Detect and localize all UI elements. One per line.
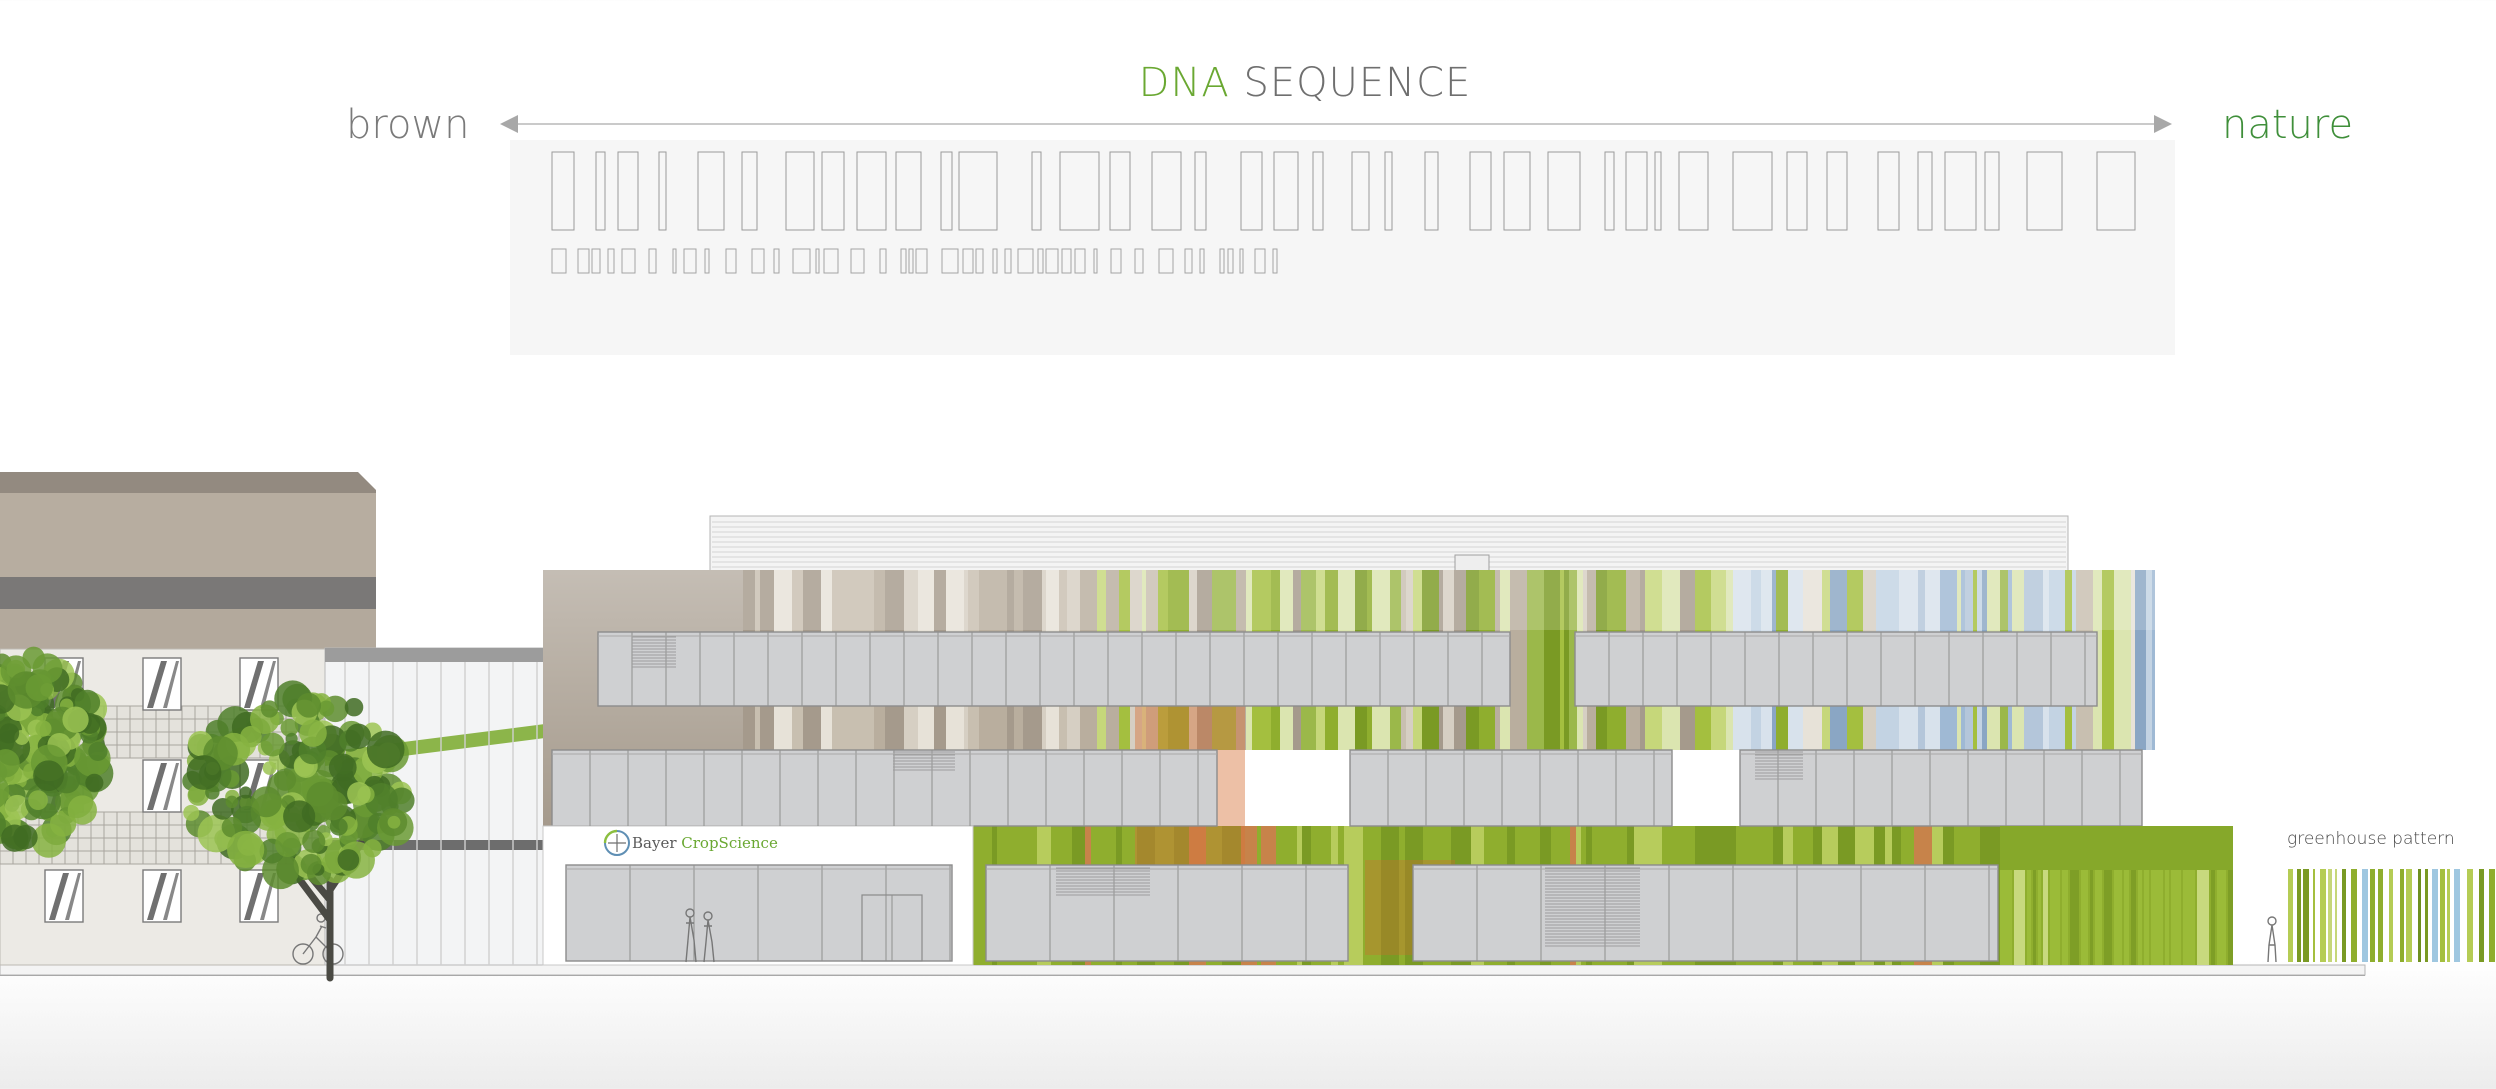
tree-left-edge — [0, 646, 114, 858]
people-silhouettes — [685, 908, 2277, 963]
dna-panel-background — [510, 140, 2175, 355]
ground-window-ribbons — [565, 864, 1999, 962]
label-nature: nature — [2222, 102, 2354, 148]
arrow-head-right-icon — [2154, 115, 2172, 133]
arrow-head-left-icon — [500, 115, 518, 133]
penthouse-roof — [709, 515, 2069, 572]
company-name-part1: Bayer — [632, 834, 682, 852]
upper-window-ribbons — [597, 631, 2098, 707]
greenhouse-pattern — [2288, 869, 2495, 962]
roof-unit — [1454, 554, 1490, 572]
dna-sequence-bars-small — [551, 248, 1278, 274]
company-sign: Bayer CropScience — [632, 834, 778, 852]
ground-plinth — [0, 964, 2366, 976]
greenhouse-pattern-label: greenhouse pattern — [2287, 829, 2455, 849]
page-title: DNA SEQUENCE — [0, 60, 2496, 106]
company-name-part2: CropScience — [681, 834, 778, 852]
title-dna: DNA — [1138, 60, 1230, 106]
label-brown: brown — [346, 102, 470, 148]
middle-window-ribbons — [551, 749, 2143, 827]
tree-street — [182, 680, 415, 982]
bayer-logo-icon — [603, 829, 630, 856]
green-wing-facade — [2000, 826, 2233, 965]
dna-sequence-bars-large — [551, 151, 2136, 231]
title-sequence: SEQUENCE — [1229, 60, 1472, 106]
